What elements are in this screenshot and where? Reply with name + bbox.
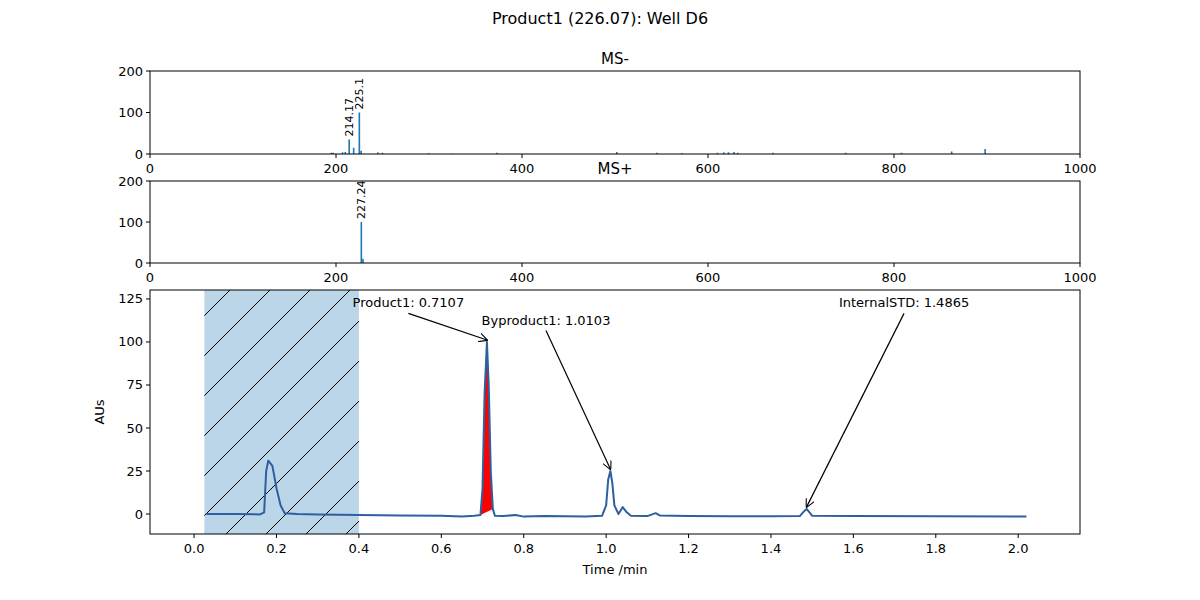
x-tick: [441, 534, 442, 538]
spectrum-bar: [984, 149, 986, 154]
y-tick: [146, 112, 150, 113]
x-tick-label: 1.8: [925, 541, 946, 556]
y-tick: [146, 154, 150, 155]
x-tick: [894, 154, 895, 158]
x-tick-label: 1000: [1063, 270, 1096, 285]
x-tick: [606, 534, 607, 538]
x-tick: [770, 534, 771, 538]
y-tick-label: 50: [126, 421, 143, 436]
spectrum-bar: [348, 139, 350, 154]
y-tick-label: 100: [118, 105, 143, 120]
x-tick-label: 1.2: [678, 541, 699, 556]
x-tick-label: 1.0: [596, 541, 617, 556]
shaded-hatch: [204, 290, 359, 534]
x-tick: [150, 263, 151, 267]
plot-area: [331, 113, 986, 155]
plot-area: [361, 222, 364, 263]
y-tick: [146, 471, 150, 472]
x-tick-label: 0.6: [431, 541, 452, 556]
spectrum-bar: [362, 259, 364, 263]
y-tick-label: 0: [135, 256, 143, 271]
chromatogram-line: [206, 342, 1026, 517]
x-tick: [358, 534, 359, 538]
x-tick-label: 2.0: [1008, 541, 1029, 556]
y-tick-label: 0: [135, 507, 143, 522]
x-tick-label: 200: [324, 161, 349, 176]
x-tick-label: 1.4: [761, 541, 782, 556]
y-tick-label: 100: [118, 334, 143, 349]
x-tick: [523, 534, 524, 538]
x-tick: [336, 263, 337, 267]
y-tick: [146, 298, 150, 299]
axes-frame: [150, 290, 1080, 534]
x-tick: [194, 534, 195, 538]
y-tick-label: 125: [118, 291, 143, 306]
x-tick-label: 800: [882, 161, 907, 176]
x-tick: [708, 154, 709, 158]
x-tick-label: 0: [146, 161, 154, 176]
x-tick-label: 0: [146, 270, 154, 285]
y-tick-label: 200: [118, 64, 143, 79]
spectrum-bar: [359, 113, 361, 155]
peak-label: 225.1: [353, 78, 366, 110]
peak-annotation: Byproduct1: 1.0103: [482, 313, 611, 328]
peak-annotation: Product1: 0.7107: [353, 295, 465, 310]
x-tick-label: 400: [510, 161, 535, 176]
x-tick: [1080, 263, 1081, 267]
figure-title: Product1 (226.07): Well D6: [492, 9, 708, 28]
x-tick-label: 200: [324, 270, 349, 285]
plot-area: [204, 290, 1026, 534]
figure: Product1 (226.07): Well D602004006008001…: [0, 0, 1200, 600]
x-tick: [853, 534, 854, 538]
y-tick: [146, 263, 150, 264]
annotation-arrow: [408, 313, 487, 340]
y-tick-label: 75: [126, 377, 143, 392]
axes-title: MS-: [601, 50, 629, 68]
y-tick: [146, 384, 150, 385]
y-tick: [146, 181, 150, 182]
x-tick-label: 800: [882, 270, 907, 285]
axes-title: MS+: [597, 160, 632, 178]
axes-frame: [150, 181, 1080, 263]
x-tick-label: 1000: [1063, 161, 1096, 176]
x-tick-label: 1.6: [843, 541, 864, 556]
y-tick: [146, 428, 150, 429]
y-tick: [146, 71, 150, 72]
y-tick-label: 25: [126, 464, 143, 479]
x-tick: [150, 154, 151, 158]
y-axis-label: AUs: [92, 399, 107, 424]
x-tick: [894, 263, 895, 267]
spectrum-bar: [353, 148, 355, 154]
x-tick-label: 0.2: [266, 541, 287, 556]
x-tick: [688, 534, 689, 538]
x-tick-label: 0.4: [349, 541, 370, 556]
y-tick-label: 0: [135, 147, 143, 162]
annotation-arrow: [546, 331, 610, 469]
x-tick-label: 0.0: [184, 541, 205, 556]
x-tick: [1080, 154, 1081, 158]
peak-label: 227.24: [355, 181, 368, 220]
x-tick-label: 600: [696, 270, 721, 285]
x-tick-label: 400: [510, 270, 535, 285]
y-tick: [146, 514, 150, 515]
annotation-arrow: [807, 313, 904, 506]
x-tick: [935, 534, 936, 538]
x-axis-label: Time /min: [582, 562, 648, 577]
y-tick: [146, 222, 150, 223]
axes-frame: [150, 71, 1080, 154]
x-tick: [336, 154, 337, 158]
shaded-region: [204, 290, 359, 534]
spectrum-bar: [361, 222, 363, 263]
x-tick: [522, 154, 523, 158]
x-tick-label: 0.8: [513, 541, 534, 556]
x-tick: [1018, 534, 1019, 538]
y-tick-label: 200: [118, 174, 143, 189]
x-tick-label: 600: [696, 161, 721, 176]
x-tick: [708, 263, 709, 267]
y-tick: [146, 341, 150, 342]
peak-annotation: InternalSTD: 1.4865: [839, 295, 969, 310]
x-tick: [276, 534, 277, 538]
x-tick: [522, 263, 523, 267]
y-tick-label: 100: [118, 215, 143, 230]
